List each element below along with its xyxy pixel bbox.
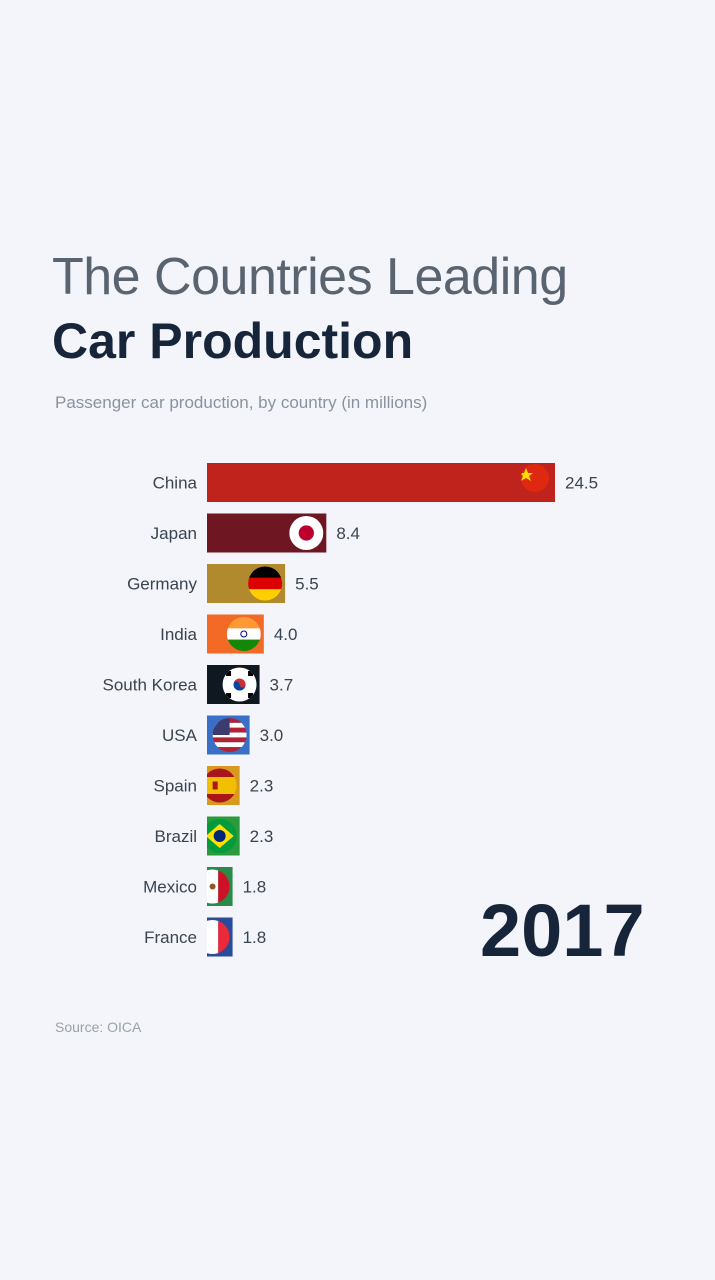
- category-label: USA: [162, 726, 198, 745]
- bar-row: France 1.8: [144, 917, 267, 957]
- category-label: Japan: [151, 524, 197, 543]
- value-label: 8.4: [336, 524, 360, 543]
- category-label: India: [160, 625, 197, 644]
- bar-row: South Korea 3.7: [102, 665, 293, 704]
- year-label: 2017: [480, 889, 645, 972]
- value-label: 2.3: [250, 777, 274, 796]
- chart-title-line1: The Countries Leading: [52, 248, 568, 306]
- category-label: Brazil: [154, 827, 197, 846]
- bar-row: Mexico 1.8: [143, 867, 266, 906]
- japan-flag-icon: [289, 516, 324, 550]
- bar-row: Germany 5.5: [127, 564, 319, 603]
- category-label: Mexico: [143, 878, 197, 897]
- value-label: 1.8: [243, 878, 267, 897]
- value-label: 1.8: [243, 928, 267, 947]
- bar-row: USA 3.0: [162, 715, 284, 755]
- brazil-flag-icon: [207, 819, 237, 853]
- source-note: Source: OICA: [55, 1019, 142, 1035]
- value-label: 3.7: [270, 676, 294, 695]
- south-korea-flag-icon: [222, 667, 257, 702]
- category-label: China: [153, 474, 198, 493]
- germany-flag-icon: [248, 566, 283, 601]
- value-label: 24.5: [565, 474, 598, 493]
- bar-row: Japan 8.4: [151, 513, 360, 553]
- category-label: Germany: [127, 575, 197, 594]
- value-label: 5.5: [295, 575, 319, 594]
- chart-title-line2: Car Production: [52, 313, 414, 369]
- value-label: 2.3: [250, 827, 274, 846]
- india-flag-icon: [226, 617, 261, 651]
- mexico-flag-icon: [207, 869, 230, 904]
- france-flag-icon: [207, 920, 230, 954]
- bar: [207, 463, 555, 502]
- usa-flag-icon: [212, 718, 247, 752]
- value-label: 4.0: [274, 625, 298, 644]
- bar-row: Spain 2.3: [154, 766, 274, 805]
- value-label: 3.0: [260, 726, 284, 745]
- china-flag-icon: [521, 464, 549, 492]
- chart-subtitle: Passenger car production, by country (in…: [55, 393, 428, 412]
- bar-row: China 24.5: [153, 463, 598, 502]
- bar-row: Brazil 2.3: [154, 816, 274, 856]
- category-label: Spain: [154, 777, 197, 796]
- category-label: France: [144, 928, 197, 947]
- category-label: South Korea: [102, 676, 197, 695]
- spain-flag-icon: [207, 768, 237, 803]
- bar-row: India 4.0: [160, 614, 298, 654]
